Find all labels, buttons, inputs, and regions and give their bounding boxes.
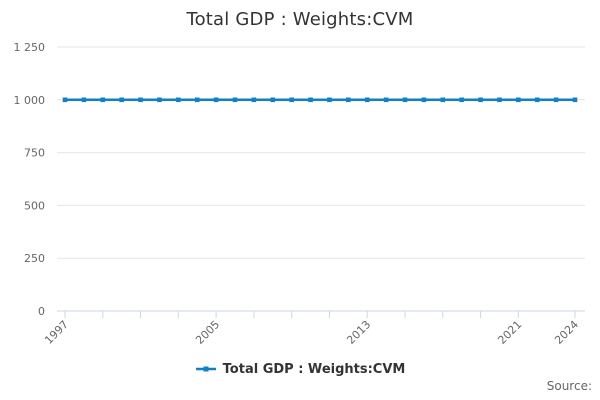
series-marker <box>308 97 313 103</box>
series-marker <box>516 97 521 103</box>
series-marker <box>176 97 181 103</box>
series-marker <box>213 97 219 103</box>
x-axis-label: 2021 <box>495 318 524 347</box>
y-axis-label: 1 000 <box>14 94 46 107</box>
series-marker <box>327 97 332 103</box>
series-marker <box>402 97 408 103</box>
legend-item-label: Total GDP : Weights:CVM <box>222 361 406 377</box>
series-marker <box>421 97 427 103</box>
series-marker <box>572 97 578 103</box>
series-marker <box>383 97 389 103</box>
source-label: Source: <box>546 379 592 393</box>
series-marker <box>534 97 540 103</box>
series-marker <box>81 97 87 103</box>
series-marker <box>232 97 238 103</box>
series-marker <box>346 97 351 103</box>
x-axis-label: 2013 <box>344 318 373 347</box>
series-marker <box>157 97 162 103</box>
series-marker <box>138 97 143 103</box>
legend-item[interactable]: Total GDP : Weights:CVM <box>0 359 600 379</box>
series-marker <box>440 97 446 103</box>
series-marker <box>553 97 559 103</box>
y-axis-label: 500 <box>24 199 45 212</box>
series-marker <box>364 97 370 103</box>
series-marker <box>119 97 124 103</box>
series-marker <box>459 97 464 103</box>
x-axis-label: 2024 <box>552 318 581 347</box>
y-axis-label: 1 250 <box>14 41 46 54</box>
x-axis-label: 1997 <box>42 318 71 347</box>
y-axis-label: 250 <box>24 252 45 265</box>
y-axis-label: 0 <box>38 305 45 318</box>
x-axis-label: 2005 <box>193 318 222 347</box>
series-marker <box>478 97 483 103</box>
legend-line-icon <box>195 366 216 372</box>
series-marker <box>251 97 257 103</box>
series-marker <box>270 97 276 103</box>
y-axis-label: 750 <box>24 147 45 160</box>
series-marker <box>497 97 502 103</box>
series-marker <box>289 97 294 103</box>
series-marker <box>194 97 200 103</box>
chart-title: Total GDP : Weights:CVM <box>186 9 414 30</box>
series-marker <box>100 97 106 103</box>
series-marker <box>62 97 68 103</box>
